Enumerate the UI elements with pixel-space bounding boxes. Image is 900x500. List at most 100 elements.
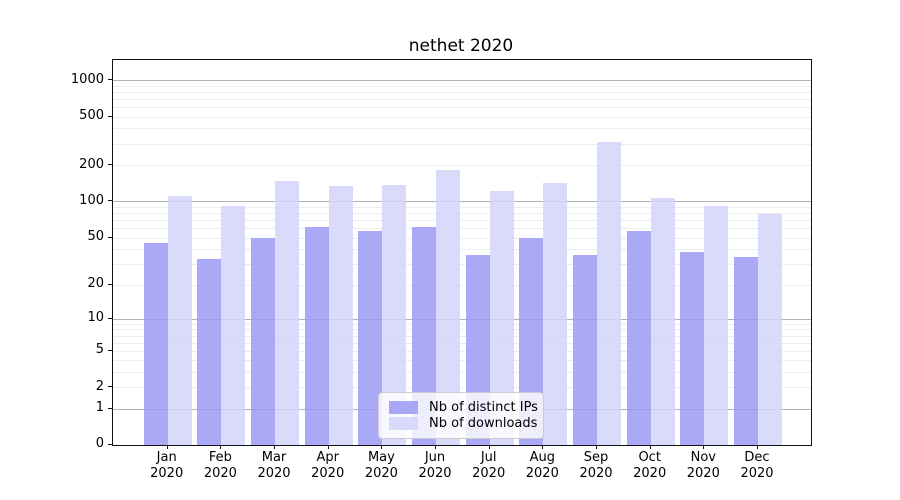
gridline-minor bbox=[113, 107, 811, 108]
y-tick-mark bbox=[108, 115, 112, 117]
x-tick-label-year: 2020 bbox=[525, 466, 559, 481]
y-tick-mark bbox=[108, 236, 112, 238]
y-tick-mark bbox=[108, 200, 112, 202]
gridline-minor bbox=[113, 284, 811, 286]
x-tick-label-month: Mar bbox=[261, 450, 287, 465]
gridline-minor bbox=[113, 360, 811, 362]
y-tick-label: 100 bbox=[79, 192, 104, 208]
x-tick-label-year: 2020 bbox=[203, 466, 237, 481]
y-tick-label: 1000 bbox=[70, 71, 104, 87]
x-tick-label-month: Aug bbox=[529, 450, 555, 465]
x-tick-mark bbox=[381, 445, 383, 449]
gridline-minor bbox=[113, 128, 811, 130]
gridline-minor bbox=[113, 116, 811, 118]
plot-area bbox=[112, 59, 812, 446]
bar-distinct-ips-oct bbox=[626, 230, 651, 445]
x-tick-mark bbox=[488, 445, 490, 449]
legend-swatch-distinct-ips bbox=[389, 401, 418, 414]
x-tick-label-month: May bbox=[367, 450, 395, 465]
gridline-minor bbox=[113, 249, 811, 251]
x-tick-label-month: Jan bbox=[156, 450, 177, 465]
gridline-minor bbox=[113, 220, 811, 221]
gridline-minor bbox=[113, 372, 811, 374]
gridline-minor bbox=[113, 237, 811, 239]
y-tick-mark bbox=[108, 79, 112, 80]
y-tick-mark bbox=[108, 386, 112, 388]
x-tick-label-month: Sep bbox=[583, 450, 609, 465]
x-tick-label-month: Oct bbox=[638, 450, 661, 465]
bar-distinct-ips-jan bbox=[143, 243, 168, 445]
bar-distinct-ips-sep bbox=[573, 254, 597, 445]
y-tick-mark bbox=[108, 317, 112, 319]
x-tick-mark bbox=[220, 445, 222, 449]
y-tick-label: 50 bbox=[87, 229, 104, 244]
gridline-minor bbox=[113, 228, 811, 229]
gridline-minor bbox=[113, 213, 811, 214]
bar-distinct-ips-dec bbox=[734, 257, 758, 445]
legend: Nb of distinct IPs Nb of downloads bbox=[378, 392, 544, 439]
legend-item-downloads: Nb of downloads bbox=[389, 416, 537, 431]
gridline-minor bbox=[113, 143, 811, 145]
legend-item-distinct-ips: Nb of distinct IPs bbox=[389, 400, 538, 415]
bar-downloads-apr bbox=[328, 186, 353, 445]
gridline-minor bbox=[113, 342, 811, 344]
bar-downloads-mar bbox=[275, 180, 299, 445]
bar-downloads-nov bbox=[704, 205, 729, 445]
y-tick-label: 0 bbox=[95, 436, 104, 451]
y-tick-label: 10 bbox=[87, 310, 104, 326]
y-tick-mark bbox=[108, 407, 112, 409]
bar-downloads-oct bbox=[650, 198, 675, 445]
x-tick-label-year: 2020 bbox=[150, 466, 184, 481]
y-tick-mark bbox=[108, 443, 112, 445]
x-tick-mark bbox=[596, 445, 597, 449]
x-tick-mark bbox=[274, 445, 275, 449]
x-tick-label-year: 2020 bbox=[740, 466, 774, 481]
y-tick-label: 1 bbox=[95, 400, 104, 416]
x-tick-mark bbox=[542, 445, 544, 449]
x-tick-label-year: 2020 bbox=[472, 466, 506, 481]
gridline-minor bbox=[113, 98, 811, 100]
y-tick-mark bbox=[108, 164, 112, 165]
gridline-minor bbox=[113, 350, 811, 352]
x-tick-label-month: Dec bbox=[744, 450, 770, 465]
bar-downloads-sep bbox=[597, 141, 621, 445]
bar-downloads-jan bbox=[167, 196, 192, 445]
legend-label-downloads: Nb of downloads bbox=[429, 416, 538, 431]
y-tick-mark bbox=[108, 283, 112, 285]
x-tick-mark bbox=[166, 445, 168, 449]
gridline-minor bbox=[113, 323, 811, 325]
gridline-minor bbox=[113, 263, 811, 265]
x-tick-label-year: 2020 bbox=[364, 466, 398, 481]
gridline-minor bbox=[113, 335, 811, 337]
x-tick-label-month: Jun bbox=[424, 450, 446, 465]
gridline-major bbox=[113, 318, 811, 320]
bar-distinct-ips-mar bbox=[251, 237, 275, 445]
x-tick-mark bbox=[435, 445, 436, 449]
x-tick-label-year: 2020 bbox=[311, 466, 345, 481]
gridline-minor bbox=[113, 329, 811, 331]
x-tick-label-year: 2020 bbox=[686, 466, 720, 481]
gridline-minor bbox=[113, 91, 811, 93]
gridline-minor bbox=[113, 387, 811, 389]
bar-distinct-ips-apr bbox=[304, 227, 329, 445]
x-tick-mark bbox=[649, 445, 651, 449]
x-tick-mark bbox=[703, 445, 705, 449]
x-tick-label-month: Apr bbox=[316, 450, 339, 465]
bar-downloads-aug bbox=[543, 183, 568, 445]
x-tick-mark bbox=[757, 445, 758, 449]
x-tick-label-month: Feb bbox=[208, 450, 232, 465]
x-tick-label-month: Jul bbox=[480, 450, 497, 465]
x-tick-label-year: 2020 bbox=[579, 466, 613, 481]
x-tick-label-year: 2020 bbox=[633, 466, 667, 481]
gridline-major bbox=[113, 80, 811, 81]
gridline-minor bbox=[113, 206, 811, 208]
bar-distinct-ips-nov bbox=[680, 251, 705, 445]
x-tick-label-year: 2020 bbox=[257, 466, 291, 481]
y-tick-label: 500 bbox=[79, 108, 104, 124]
bar-distinct-ips-feb bbox=[197, 259, 222, 445]
chart-title: nethet 2020 bbox=[408, 36, 514, 56]
x-tick-label-month: Nov bbox=[690, 450, 716, 465]
bar-downloads-feb bbox=[221, 205, 246, 445]
gridline-major bbox=[113, 201, 811, 203]
